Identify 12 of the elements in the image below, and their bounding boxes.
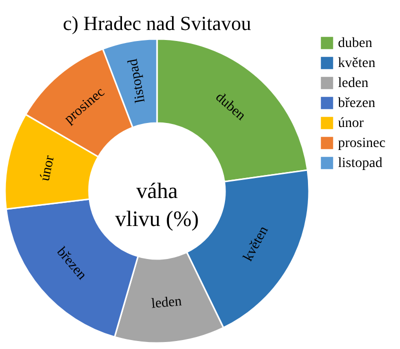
legend-label: duben: [338, 36, 372, 51]
legend-label: květen: [338, 56, 376, 71]
legend-label: leden: [338, 76, 368, 91]
slice-label: únor: [38, 154, 58, 182]
slice-label: listopad: [126, 58, 149, 104]
legend-label: únor: [338, 116, 364, 131]
legend-label: prosinec: [338, 136, 386, 151]
text: váha vlivu (%): [115, 178, 199, 231]
legend-label: březen: [338, 96, 376, 111]
slice-label: leden: [150, 294, 182, 312]
legend-label: listopad: [338, 156, 382, 171]
chart-title: c) Hradec nad Svitavou: [62, 13, 252, 35]
